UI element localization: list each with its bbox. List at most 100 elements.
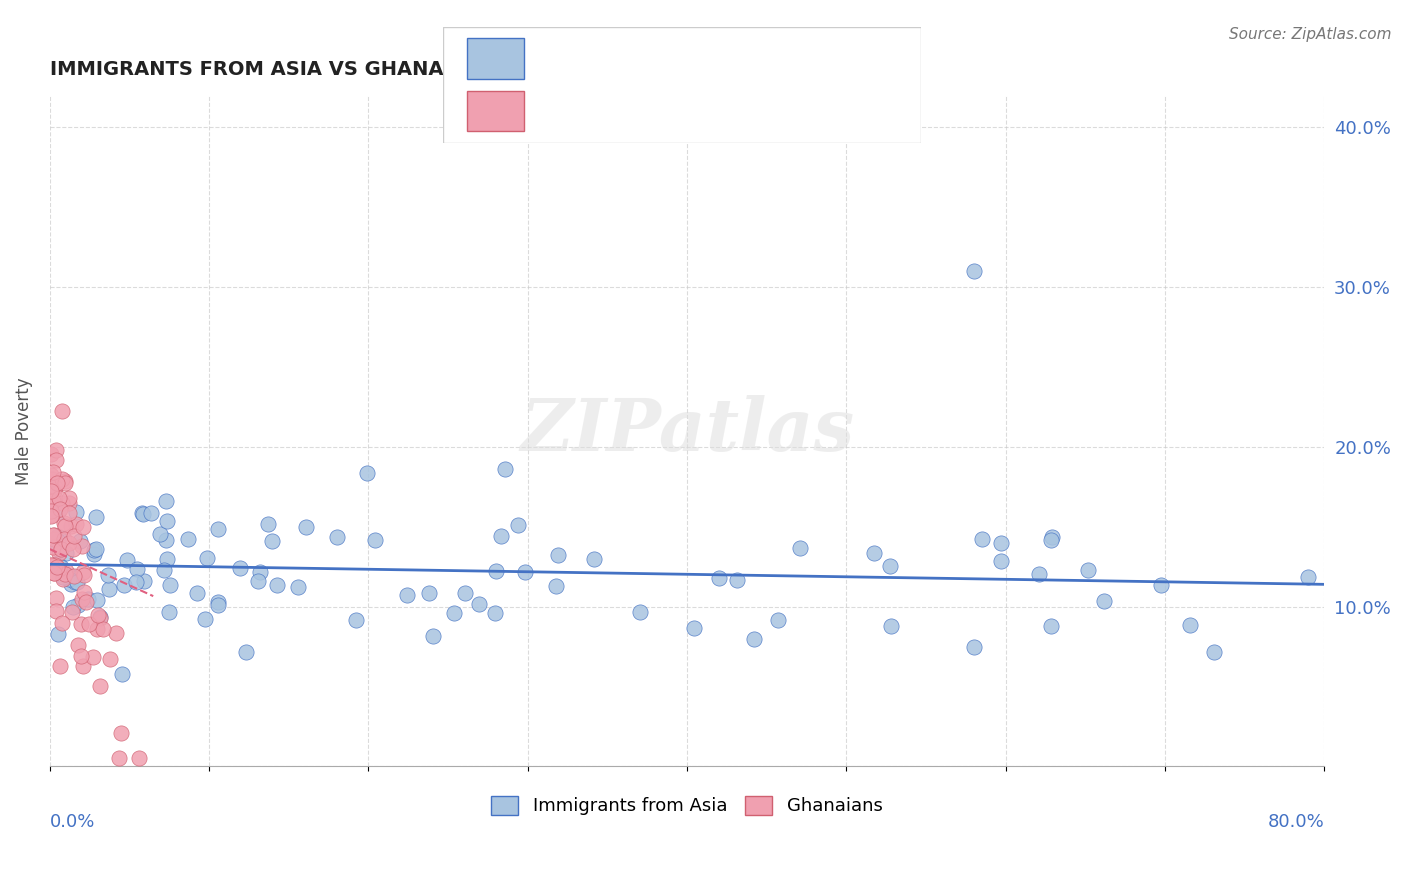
Point	[544, 579, 567, 593]
Point	[880, 619, 903, 633]
Text: N =: N =	[740, 49, 773, 67]
Point	[742, 632, 765, 646]
Point	[287, 580, 309, 594]
Text: 80.0%: 80.0%	[1268, 814, 1324, 831]
Point	[134, 574, 156, 588]
Point	[62, 599, 84, 614]
Point	[98, 582, 121, 597]
Point	[42, 465, 65, 479]
Point	[70, 539, 93, 553]
Point	[49, 659, 72, 673]
Point	[55, 564, 77, 578]
Point	[963, 640, 986, 655]
Point	[155, 494, 177, 508]
Point	[89, 609, 111, 624]
Point	[41, 472, 63, 486]
Point	[42, 528, 65, 542]
Point	[990, 554, 1012, 568]
Point	[65, 517, 87, 532]
Point	[131, 506, 153, 520]
Point	[65, 570, 87, 584]
Point	[153, 563, 176, 577]
Point	[110, 725, 132, 739]
FancyBboxPatch shape	[467, 91, 524, 131]
Point	[963, 264, 986, 278]
Point	[48, 562, 70, 576]
Point	[46, 556, 69, 570]
Point	[51, 496, 73, 510]
Point	[186, 586, 208, 600]
Text: 105: 105	[806, 49, 844, 67]
Point	[326, 530, 349, 544]
Point	[396, 588, 419, 602]
Point	[76, 591, 98, 606]
Text: R =: R =	[543, 49, 576, 67]
Point	[39, 504, 62, 518]
Point	[48, 546, 70, 560]
Point	[863, 546, 886, 560]
Point	[547, 548, 569, 562]
Point	[229, 561, 252, 575]
Point	[1298, 570, 1320, 584]
Point	[207, 595, 229, 609]
Text: R =: R =	[543, 103, 576, 120]
Point	[157, 606, 180, 620]
Point	[39, 479, 62, 493]
Point	[46, 626, 69, 640]
Point	[46, 529, 69, 543]
Point	[195, 551, 218, 566]
Point	[422, 629, 444, 643]
Point	[51, 473, 73, 487]
Y-axis label: Male Poverty: Male Poverty	[15, 377, 32, 484]
Point	[494, 462, 516, 476]
FancyBboxPatch shape	[467, 38, 524, 79]
Point	[52, 516, 75, 530]
Point	[52, 570, 75, 584]
Point	[117, 553, 139, 567]
Point	[72, 565, 94, 579]
Point	[46, 533, 69, 548]
Point	[159, 578, 181, 592]
Point	[67, 598, 90, 612]
Point	[363, 533, 385, 547]
Point	[1040, 530, 1063, 544]
Point	[177, 533, 200, 547]
Point	[39, 497, 62, 511]
Point	[484, 606, 506, 620]
Point	[39, 468, 62, 483]
Point	[73, 568, 96, 582]
Point	[75, 595, 97, 609]
Point	[44, 483, 66, 498]
Point	[155, 533, 177, 547]
Point	[356, 466, 378, 480]
Legend: Immigrants from Asia, Ghanaians: Immigrants from Asia, Ghanaians	[482, 787, 891, 824]
Point	[1077, 564, 1099, 578]
Point	[725, 573, 748, 587]
Point	[194, 612, 217, 626]
Point	[51, 404, 73, 418]
Point	[295, 520, 318, 534]
Point	[789, 541, 811, 555]
Point	[156, 552, 179, 566]
Text: 0.0%: 0.0%	[49, 814, 96, 831]
Point	[628, 605, 651, 619]
Point	[63, 529, 86, 543]
Point	[44, 558, 66, 573]
Point	[485, 564, 508, 578]
Point	[207, 599, 229, 613]
Point	[45, 453, 67, 467]
Point	[49, 541, 72, 556]
Point	[112, 578, 135, 592]
Point	[51, 615, 73, 630]
Text: -0.115: -0.115	[610, 49, 675, 67]
Point	[65, 505, 87, 519]
Text: -0.125: -0.125	[610, 103, 675, 120]
Point	[46, 540, 69, 554]
Point	[46, 505, 69, 519]
Point	[52, 533, 75, 547]
Point	[262, 534, 284, 549]
Point	[58, 536, 80, 550]
Point	[256, 516, 278, 531]
Point	[990, 536, 1012, 550]
Point	[59, 519, 82, 533]
